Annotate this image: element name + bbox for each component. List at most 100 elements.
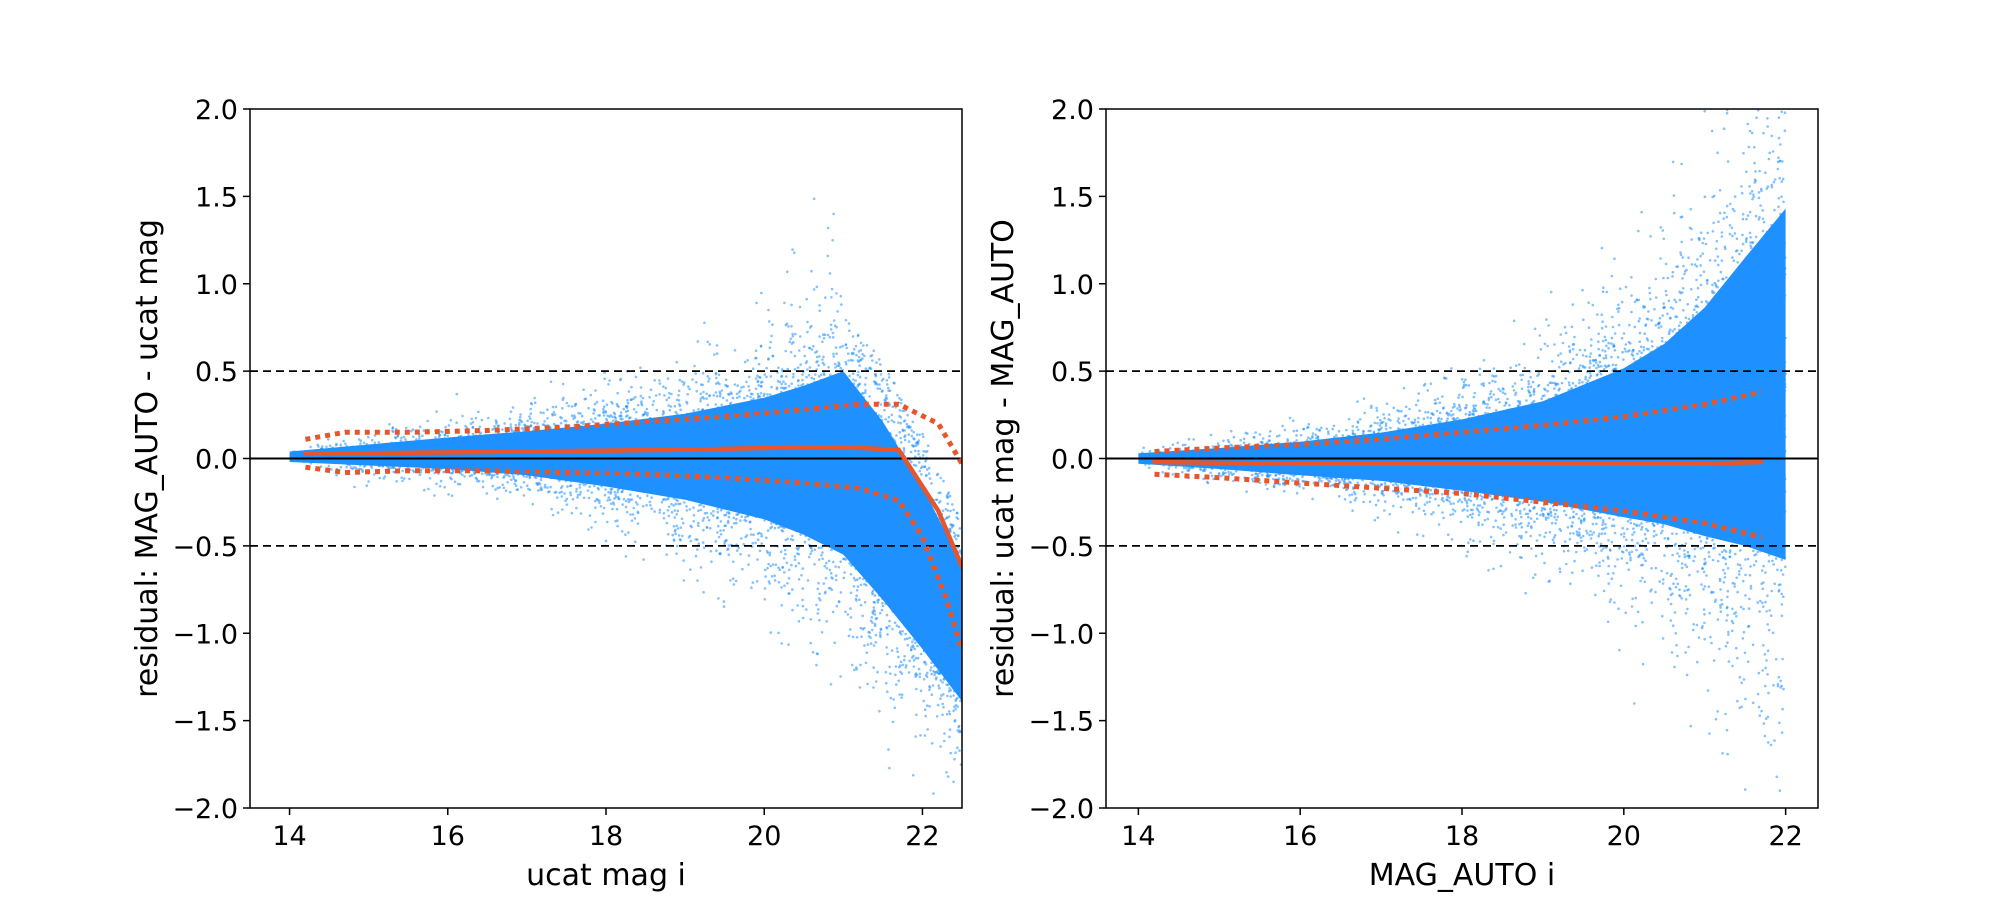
scatter-point (780, 604, 783, 607)
scatter-point (580, 414, 584, 418)
scatter-point (551, 513, 555, 517)
scatter-point (803, 354, 806, 358)
scatter-point (863, 582, 866, 586)
scatter-point (829, 683, 833, 686)
scatter-point (529, 402, 533, 405)
scatter-point (636, 503, 639, 506)
scatter-point (885, 681, 888, 685)
scatter-point (852, 576, 856, 580)
scatter-point (714, 403, 718, 406)
scatter-point (607, 383, 610, 386)
scatter-point (715, 382, 718, 385)
scatter-point (707, 519, 711, 522)
scatter-point (615, 507, 619, 511)
scatter-point (796, 604, 799, 607)
scatter-point (605, 403, 609, 407)
scatter-point (778, 380, 782, 384)
scatter-point (809, 618, 813, 621)
scatter-point (817, 375, 821, 378)
scatter-point (725, 511, 729, 514)
scatter-point (924, 714, 927, 718)
scatter-point (373, 441, 377, 445)
scatter-point (829, 323, 833, 327)
scatter-point (444, 425, 448, 429)
scatter-point (609, 502, 613, 506)
scatter-point (735, 392, 739, 396)
scatter-point (847, 359, 850, 362)
scatter-point (955, 511, 959, 515)
scatter-point (914, 675, 917, 678)
scatter-point (928, 688, 931, 692)
scatter-point (791, 332, 794, 336)
scatter-point (854, 379, 857, 383)
scatter-point (627, 390, 631, 393)
scatter-point (760, 291, 763, 295)
scatter-point (673, 509, 677, 512)
scatter-point (679, 408, 682, 412)
scatter-point (697, 521, 700, 525)
scatter-point (518, 415, 522, 419)
scatter-point (716, 507, 719, 511)
scatter-point (509, 478, 513, 482)
scatter-point (377, 441, 381, 444)
scatter-point (495, 422, 498, 425)
scatter-point (821, 557, 824, 561)
scatter-point (834, 346, 838, 349)
scatter-point (801, 373, 804, 376)
scatter-point (745, 534, 749, 537)
scatter-point (763, 587, 767, 590)
scatter-point (570, 414, 574, 418)
scatter-point (399, 439, 403, 442)
scatter-point (949, 751, 952, 755)
scatter-point (828, 335, 832, 339)
scatter-point (531, 502, 535, 506)
scatter-point (918, 675, 922, 679)
scatter-point (614, 520, 617, 523)
scatter-point (682, 579, 686, 582)
scatter-point (433, 494, 436, 497)
scatter-point (859, 603, 863, 607)
scatter-point (634, 540, 637, 544)
scatter-point (404, 426, 408, 430)
scatter-point (621, 503, 624, 506)
scatter-point (787, 643, 790, 646)
scatter-point (667, 505, 671, 509)
scatter-point (740, 537, 743, 540)
scatter-point (627, 416, 631, 420)
scatter-point (855, 594, 858, 597)
scatter-point (922, 435, 925, 439)
scatter-point (790, 325, 793, 328)
scatter-point (921, 454, 925, 457)
scatter-point (568, 484, 572, 488)
scatter-point (798, 305, 802, 309)
scatter-point (491, 428, 494, 431)
scatter-point (886, 383, 889, 386)
scatter-point (383, 475, 387, 478)
scatter-point (578, 486, 582, 489)
scatter-point (673, 516, 676, 519)
scatter-point (539, 478, 543, 482)
scatter-point (821, 340, 824, 344)
scatter-point (756, 538, 760, 541)
scatter-point (911, 420, 915, 424)
scatter-point (595, 497, 599, 501)
scatter-point (771, 354, 775, 358)
scatter-point (570, 405, 574, 408)
scatter-point (326, 438, 330, 441)
scatter-point (819, 373, 823, 377)
scatter-point (818, 309, 821, 313)
scatter-point (930, 693, 934, 696)
scatter-point (790, 563, 793, 567)
scatter-point (918, 461, 921, 464)
scatter-point (717, 524, 720, 528)
scatter-point (787, 576, 791, 580)
scatter-point (806, 579, 810, 582)
scatter-point (873, 594, 877, 597)
scatter-point (780, 586, 783, 589)
scatter-point (763, 392, 766, 396)
scatter-point (501, 428, 504, 431)
scatter-point (567, 404, 570, 408)
scatter-point (595, 400, 599, 404)
scatter-point (493, 424, 496, 428)
scatter-point (634, 501, 638, 504)
